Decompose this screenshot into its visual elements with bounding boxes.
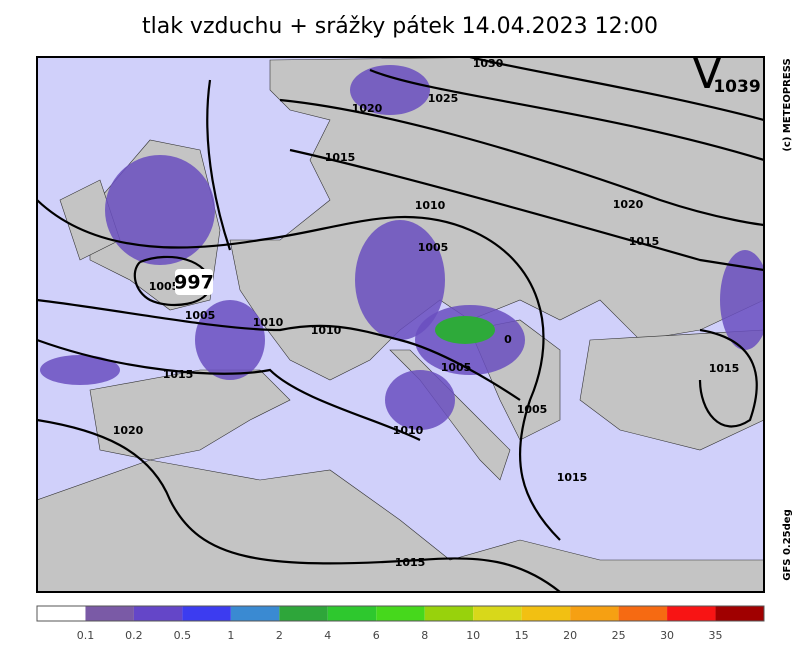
isobar-label: 1005 [517,403,548,416]
precipitation [355,220,445,340]
map [37,57,764,592]
isobar-label: 1015 [325,151,356,164]
colorbar-tick-label: 1 [227,629,234,642]
colorbar-frame [36,605,765,622]
colorbar-segment [327,606,377,621]
colorbar-segment [618,606,668,621]
high-value: 1039 [713,77,760,97]
isobar [206,79,764,272]
colorbar-tick-label: 4 [324,629,331,642]
precipitation [105,155,215,265]
colorbar-tick-label: 35 [709,629,723,642]
colorbar-tick-label: 15 [515,629,529,642]
isobar-label: 1020 [113,424,144,437]
isobar-label: 1020 [352,102,383,115]
colorbar-segment [667,606,716,621]
isobar [37,298,521,401]
isobar-label: 1015 [629,235,660,248]
colorbar-tick-label: 2 [276,629,283,642]
colorbar-tick-label: 25 [612,629,626,642]
colorbar-segment [521,606,571,621]
isobar-label: 1010 [311,324,342,337]
isobar-label: 1025 [428,92,459,105]
map-frame [36,56,765,593]
isobar [369,68,764,162]
colorbar-tick-label: 20 [563,629,577,642]
isobar-label: 1010 [393,424,424,437]
low-box [175,269,213,295]
isobar-label: 1005 [149,280,180,293]
colorbar-segment [424,606,474,621]
labels: 1030 1025 1020 1015 1010 1020 1015 1005 1005 1005… [113,48,761,569]
colorbar-tick-label: 10 [466,629,480,642]
isobar-label: 1015 [395,556,426,569]
precipitation [385,370,455,430]
model-label: GFS 0.25deg [782,509,793,581]
colorbar-tick-label: 0.2 [125,629,143,642]
isobar-label: 1005 [441,361,472,374]
precipitation [195,300,265,380]
title: tlak vzduchu + srážky pátek 14.04.2023 1… [142,14,658,39]
precipitation [720,250,764,350]
isobar-label: 1005 [185,309,216,322]
colorbar-segment [376,606,425,621]
land [579,329,764,451]
precipitation [40,355,120,385]
isobar-label: 1015 [709,362,740,375]
isobar [37,338,421,441]
isobar-label: 1005 [418,241,449,254]
colorbar-tick-label: 0.1 [77,629,95,642]
colorbar: 0.1 0.2 0.5 1 2 4 6 8 10 15 20 25 30 35 [36,605,765,642]
precipitation [435,316,495,344]
colorbar-segment [85,606,134,621]
isobar [37,418,561,592]
colorbar-segment [133,606,183,621]
isobar [37,199,561,541]
isobar [698,328,758,428]
isobar [133,255,212,307]
colorbar-segment [230,606,280,621]
isobar [469,57,764,122]
low-value: 997 [174,272,214,294]
colorbar-tick-label: 30 [660,629,674,642]
precipitation [350,65,430,115]
colorbar-segment [570,606,619,621]
colorbar-segment [37,606,86,621]
land [37,459,764,592]
colorbar-segment [182,606,231,621]
colorbar-tick-label: 6 [373,629,380,642]
isobar-label: 1015 [163,368,194,381]
isobar [279,98,764,227]
isobar-label: 1010 [415,199,446,212]
colorbar-segment [473,606,522,621]
isobar-label: 1015 [557,471,588,484]
copyright-label: (c) METEOPRESS [782,58,793,151]
isobar-label: 1020 [613,198,644,211]
isobar-label: 0 [504,333,512,346]
high-symbol: V [692,48,722,99]
colorbar-tick-label: 8 [421,629,428,642]
colorbar-segment [715,606,764,621]
colorbar-tick-label: 0.5 [174,629,192,642]
isobar-label: 1030 [473,57,504,70]
colorbar-segment [279,606,328,621]
isobar-label: 1010 [253,316,284,329]
